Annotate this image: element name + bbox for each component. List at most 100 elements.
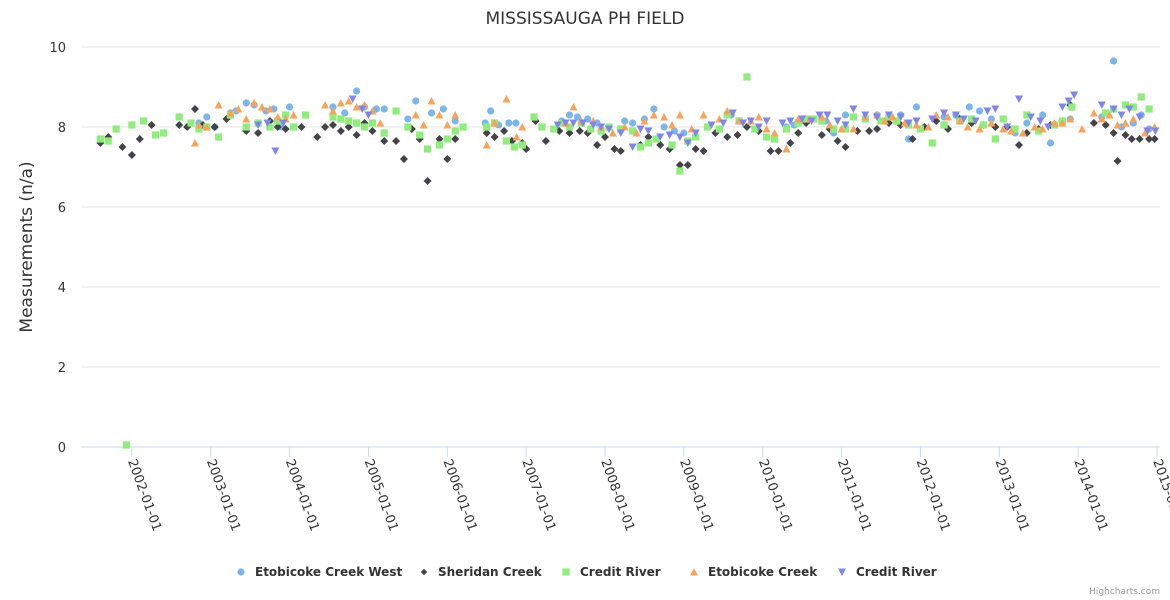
data-point — [490, 133, 499, 141]
data-point — [699, 111, 708, 119]
data-point — [490, 119, 499, 127]
data-point — [1113, 121, 1122, 129]
legend-item[interactable]: Credit River — [562, 565, 661, 579]
data-point — [999, 115, 1007, 123]
data-point — [1039, 111, 1047, 119]
data-point — [593, 141, 602, 149]
data-point — [699, 147, 708, 155]
data-point — [451, 117, 459, 125]
data-point — [782, 125, 790, 133]
data-point — [904, 119, 913, 127]
data-point — [1050, 119, 1059, 127]
data-point — [301, 111, 309, 119]
legend-item[interactable]: Etobicoke Creek — [690, 565, 818, 579]
data-point — [127, 151, 136, 159]
data-point — [715, 125, 723, 133]
credits-link[interactable]: Highcharts.com — [1089, 587, 1160, 597]
data-point — [1117, 111, 1126, 119]
data-point — [122, 441, 130, 449]
data-point — [112, 125, 120, 133]
data-point — [628, 143, 637, 151]
data-point — [877, 117, 885, 125]
data-point — [1023, 119, 1031, 127]
data-point — [482, 141, 491, 149]
data-point — [505, 119, 513, 127]
data-point — [254, 121, 263, 129]
y-tick-label: 10 — [49, 41, 66, 56]
data-point — [601, 133, 610, 141]
legend-label[interactable]: Credit River — [856, 565, 937, 579]
data-point — [794, 129, 803, 137]
data-point — [617, 125, 625, 133]
legend-marker-icon — [420, 568, 428, 576]
data-point — [649, 111, 658, 119]
data-point — [691, 129, 700, 137]
data-point — [512, 133, 521, 141]
data-point — [1011, 125, 1019, 133]
data-point — [861, 111, 870, 119]
data-point — [766, 147, 775, 155]
data-point — [754, 113, 763, 121]
data-point — [451, 111, 460, 119]
data-point — [965, 103, 973, 111]
data-point — [817, 131, 826, 139]
data-point — [762, 125, 771, 133]
data-point — [345, 117, 353, 125]
data-point — [683, 161, 692, 169]
data-point — [1102, 109, 1110, 117]
data-point — [336, 127, 345, 135]
data-point — [352, 103, 361, 111]
data-point — [380, 129, 388, 137]
data-point — [194, 121, 203, 129]
data-point — [873, 125, 882, 133]
data-point — [636, 125, 645, 133]
legend-label[interactable]: Etobicoke Creek — [708, 565, 818, 579]
data-point — [928, 139, 936, 147]
legend-item[interactable]: Credit River — [838, 565, 937, 579]
data-point — [675, 133, 684, 141]
data-point — [210, 123, 219, 131]
data-point — [451, 127, 459, 135]
data-point — [587, 125, 595, 133]
data-point — [242, 115, 251, 123]
data-point — [1145, 135, 1154, 143]
data-point — [1127, 135, 1136, 143]
data-point — [629, 119, 637, 127]
data-point — [818, 117, 826, 125]
data-point — [328, 107, 337, 115]
data-point — [573, 113, 582, 121]
data-point — [281, 125, 290, 133]
data-point — [650, 105, 658, 113]
data-point — [392, 107, 400, 115]
data-point — [423, 145, 432, 153]
legend-label[interactable]: Etobicoke Creek West — [255, 565, 402, 579]
data-point — [565, 111, 574, 119]
data-point — [1035, 127, 1043, 135]
legend-item[interactable]: Etobicoke Creek West — [237, 565, 402, 579]
data-point — [837, 125, 846, 133]
data-point — [187, 119, 195, 127]
data-point — [1141, 129, 1150, 137]
data-point — [1089, 119, 1098, 127]
data-point — [337, 115, 345, 123]
data-point — [128, 121, 136, 129]
legend-label[interactable]: Sheridan Creek — [438, 565, 543, 579]
data-point — [271, 147, 280, 155]
data-point — [951, 111, 960, 119]
data-point — [190, 105, 199, 113]
data-point — [652, 135, 660, 143]
data-point — [360, 123, 369, 131]
data-point — [344, 123, 353, 131]
legend: Etobicoke Creek West Sheridan Creek Credit… — [237, 565, 937, 579]
data-point — [147, 121, 156, 129]
legend-label[interactable]: Credit River — [580, 565, 661, 579]
data-point — [873, 113, 882, 121]
data-point — [341, 109, 349, 117]
data-point — [518, 141, 526, 149]
data-point — [1150, 135, 1159, 143]
legend-item[interactable]: Sheridan Creek — [420, 565, 543, 579]
data-point — [833, 117, 842, 125]
data-point — [364, 111, 373, 119]
data-point — [955, 117, 964, 125]
data-point — [368, 127, 377, 135]
